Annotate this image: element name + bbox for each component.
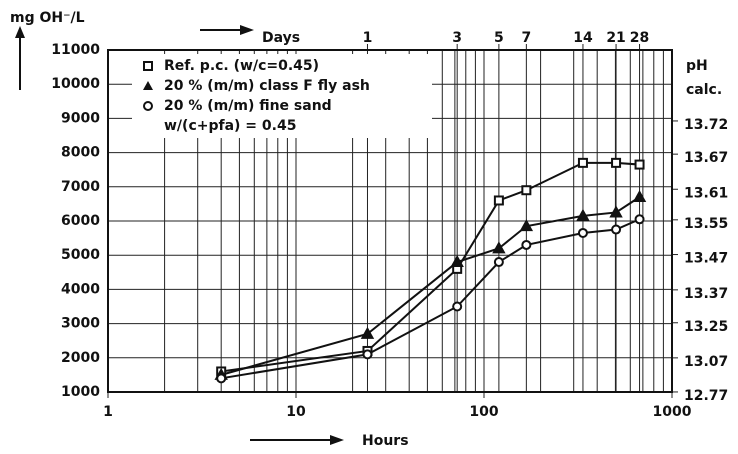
legend-label: 20 % (m/m) fine sand: [164, 98, 332, 114]
x2-axis-label: Days: [262, 30, 300, 46]
marker-circle: [493, 257, 504, 268]
marker-triangle: [360, 326, 375, 339]
plot-frame: [107, 49, 673, 393]
marker-circle: [634, 214, 645, 225]
y2-axis-label: pH: [686, 58, 708, 74]
x2-tick-label: 7: [521, 30, 531, 46]
marker-circle: [577, 227, 588, 238]
hours-arrow-head: [330, 435, 344, 445]
legend-marker: [143, 101, 153, 111]
y2-tick-label: 13.67: [684, 150, 728, 166]
marker-circle: [521, 239, 532, 250]
marker-square: [493, 195, 504, 206]
series-line: [220, 196, 641, 376]
y2-tick-label: 13.72: [684, 117, 728, 133]
x2-tick-label: 21: [606, 30, 625, 46]
series-line: [221, 161, 640, 373]
marker-circle: [362, 349, 373, 360]
legend-box: [132, 54, 432, 138]
x2-tick-label: 1: [363, 30, 373, 46]
x-tick-label: 100: [469, 404, 498, 420]
marker-triangle: [492, 241, 506, 254]
y-tick-label: 4000: [61, 281, 100, 297]
y-tick-label: 1000: [61, 384, 100, 400]
y-tick-label: 3000: [61, 316, 100, 332]
y2-tick-label: 13.55: [684, 216, 728, 232]
y-tick-label: 11000: [51, 42, 100, 58]
marker-square: [611, 157, 622, 168]
x2-tick-label: 28: [630, 30, 649, 46]
y-tick-label: 2000: [61, 350, 100, 366]
marker-circle: [611, 224, 622, 235]
series-line: [221, 218, 640, 380]
y2-axis-label: calc.: [686, 82, 722, 98]
legend-label: Ref. p.c. (w/c=0.45): [164, 58, 319, 74]
marker-square: [634, 159, 645, 170]
x2-tick-label: 5: [494, 30, 504, 46]
y-tick-label: 7000: [61, 179, 100, 195]
marker-square: [577, 157, 588, 168]
y2-tick-label: 13.37: [684, 286, 728, 302]
y2-tick-label: 13.25: [684, 319, 728, 335]
legend-marker: [143, 61, 153, 71]
y-arrow-head: [15, 26, 25, 38]
marker-triangle: [519, 219, 534, 232]
y2-tick-label: 13.07: [684, 354, 728, 370]
x-tick-label: 10: [286, 404, 306, 420]
y-tick-label: 8000: [61, 145, 100, 161]
marker-triangle: [632, 190, 647, 203]
marker-triangle: [450, 254, 464, 268]
marker-triangle: [576, 208, 590, 221]
x-tick-label: 1: [103, 404, 113, 420]
marker-circle: [452, 301, 463, 312]
legend-marker: [143, 81, 153, 90]
x2-tick-label: 3: [452, 30, 462, 46]
marker-triangle: [609, 205, 623, 218]
y-axis-label: mg OH⁻/L: [10, 10, 85, 26]
y2-tick-label: 12.77: [684, 388, 728, 404]
marker-square: [521, 185, 532, 196]
x-tick-label: 1000: [653, 404, 692, 420]
legend-label: 20 % (m/m) class F fly ash: [164, 78, 370, 94]
y-tick-label: 9000: [61, 110, 100, 126]
y2-tick-label: 13.61: [684, 185, 728, 201]
y-tick-label: 10000: [51, 76, 100, 92]
y-tick-label: 5000: [61, 247, 100, 263]
x-axis-label: Hours: [362, 433, 409, 449]
y2-tick-label: 13.47: [684, 251, 728, 267]
x2-tick-label: 14: [573, 30, 593, 46]
y-tick-label: 6000: [61, 213, 100, 229]
days-arrow-head: [240, 25, 254, 35]
legend-note: w/(c+pfa) = 0.45: [164, 118, 296, 134]
marker-circle: [216, 373, 227, 384]
